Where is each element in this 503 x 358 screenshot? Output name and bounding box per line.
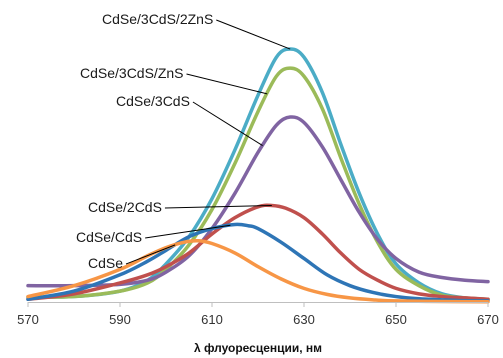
x-tick-label: 590 xyxy=(109,312,131,327)
series-label-cdse-2cds: CdSe/2CdS xyxy=(88,199,162,215)
x-tick-label: 610 xyxy=(201,312,223,327)
x-tick-label: 570 xyxy=(17,312,39,327)
series-line-cdse-3cds xyxy=(26,115,490,288)
leader-line-cdse xyxy=(125,244,176,265)
annotation-layer: CdSe/3CdS/2ZnS CdSe/3CdS/ZnS CdSe/3CdS CdSe… xyxy=(76,11,291,271)
tick-layer: 570 590 610 630 650 670 xyxy=(17,302,499,327)
leader-line-cdse-3cds xyxy=(192,101,263,147)
leader-line-cdse-3cds-zns xyxy=(186,73,268,95)
x-tick-label: 650 xyxy=(385,312,407,327)
series-line-cdse-cds xyxy=(26,222,490,303)
series-label-cdse-cds: CdSe/CdS xyxy=(76,229,142,245)
leader-line-cdse-cds xyxy=(145,224,231,239)
series-line-cdse-2cds xyxy=(26,203,490,302)
leader-line-cdse-3cds-2zns xyxy=(216,19,291,50)
series-label-cdse-3cds-2zns: CdSe/3CdS/2ZnS xyxy=(102,11,213,27)
x-axis-label: λ флуоресценции, нм xyxy=(194,341,322,355)
series-label-cdse: CdSe xyxy=(88,255,123,271)
series-label-cdse-3cds: CdSe/3CdS xyxy=(116,93,190,109)
x-tick-label: 670 xyxy=(477,312,499,327)
x-tick-label: 630 xyxy=(293,312,315,327)
leader-line-cdse-2cds xyxy=(164,204,272,209)
series-label-cdse-3cds-zns: CdSe/3CdS/ZnS xyxy=(80,65,184,81)
